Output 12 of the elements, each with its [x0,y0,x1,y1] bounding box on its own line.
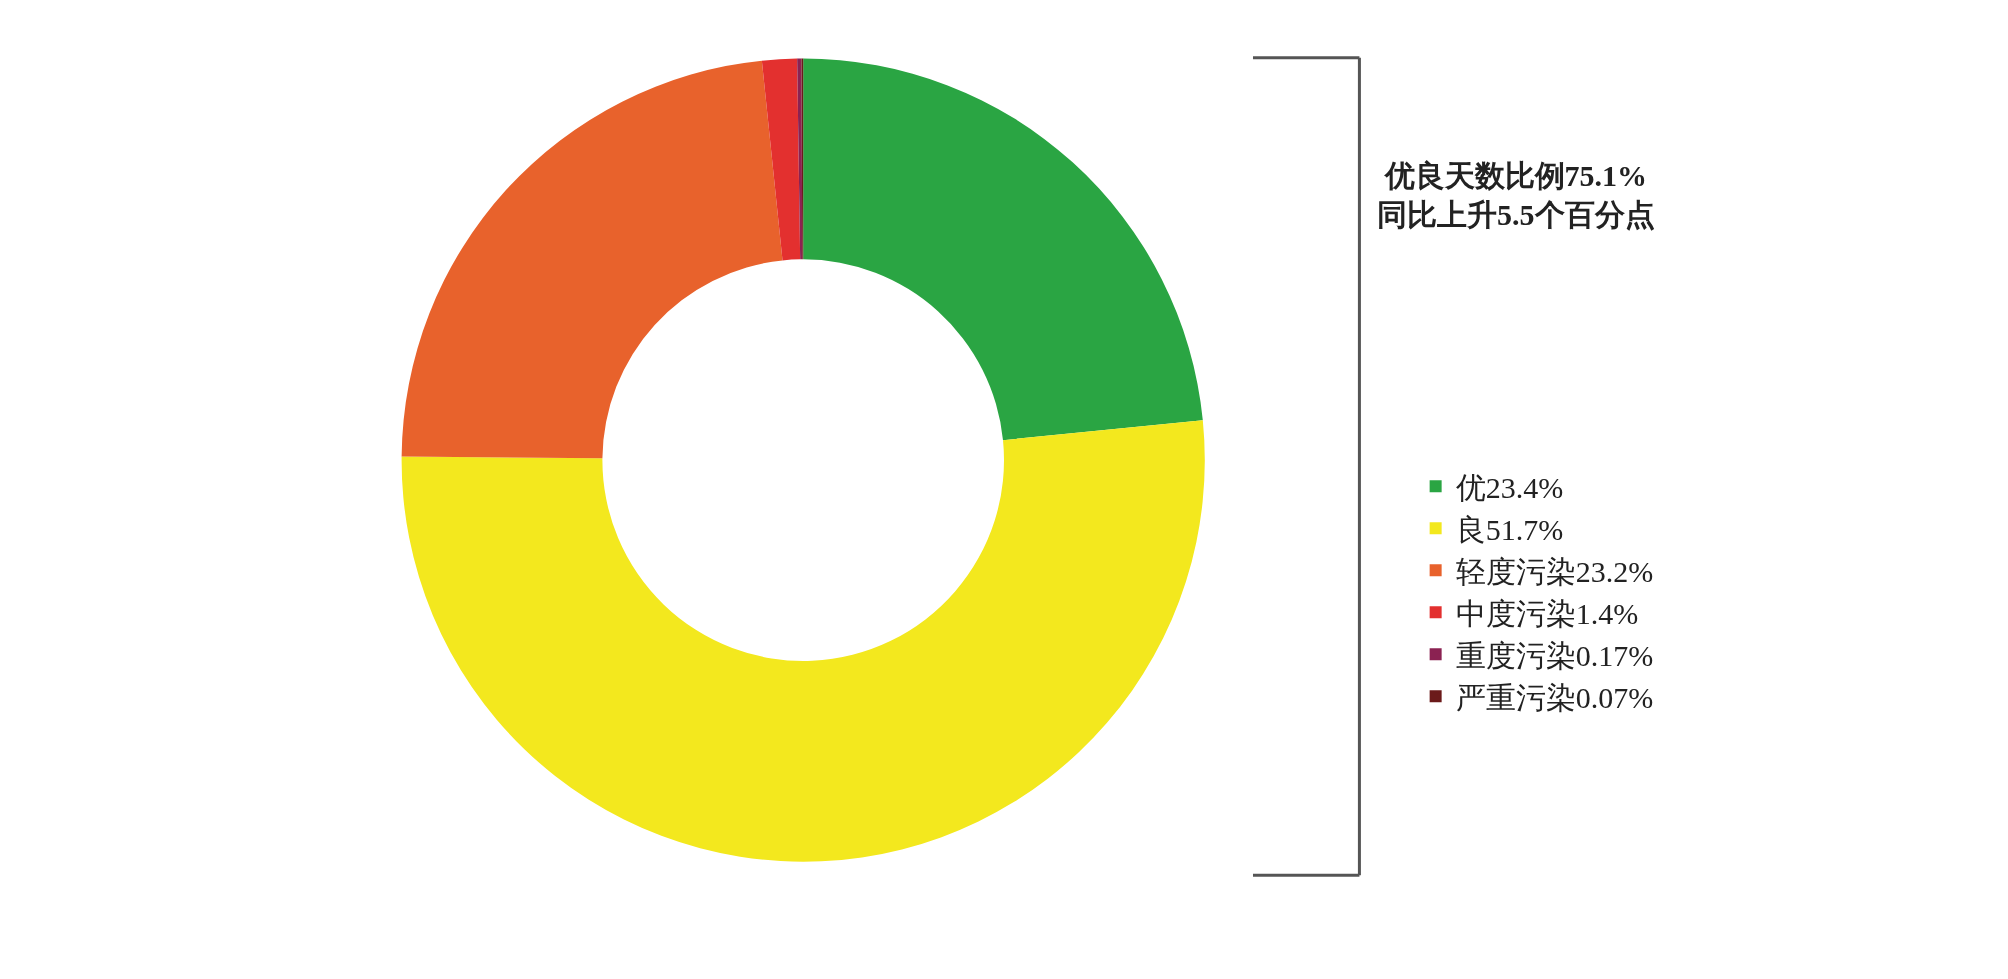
legend-label: 良51.7% [1455,512,1564,546]
text: 优良天数比例75.1% 同比上升5.5个百分点 [1377,159,1655,231]
legend-label: 中度污染1.4% [1455,596,1639,630]
legend-label: 严重污染0.07% [1455,680,1654,714]
legend-label: 优23.4% [1455,470,1564,504]
donut-slice [401,420,1205,862]
legend-label: 轻度污染23.2% [1455,554,1654,588]
donut-slice [803,58,1203,441]
legend-label: 重度污染0.17% [1455,638,1654,672]
donut-slice [797,58,803,260]
donut-slice [401,60,783,459]
donut-slice [761,58,801,261]
